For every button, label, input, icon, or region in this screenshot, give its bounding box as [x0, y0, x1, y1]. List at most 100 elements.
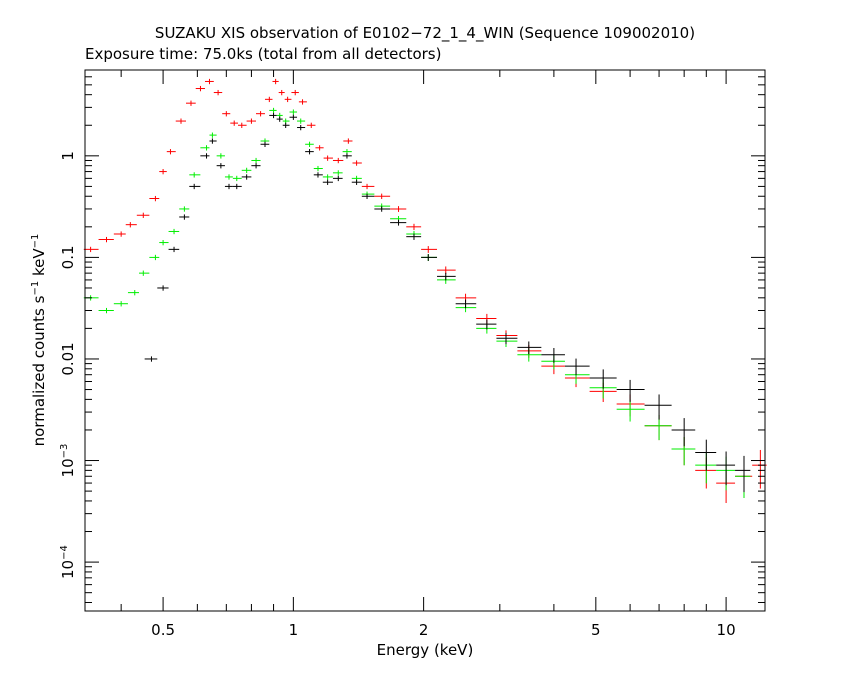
- data-point: [200, 145, 210, 151]
- data-point: [113, 301, 128, 307]
- data-point: [276, 116, 283, 122]
- data-point: [305, 149, 314, 155]
- series-0: [83, 78, 767, 504]
- data-point: [185, 100, 196, 106]
- data-point: [149, 254, 160, 261]
- data-point: [213, 89, 223, 96]
- data-point: [496, 333, 518, 345]
- data-point: [297, 118, 306, 124]
- data-point: [209, 132, 217, 138]
- data-point: [195, 85, 205, 92]
- data-point: [241, 167, 252, 174]
- data-point: [260, 141, 270, 147]
- data-point: [179, 214, 190, 220]
- data-point: [246, 118, 257, 124]
- data-point: [291, 89, 299, 96]
- data-point: [313, 172, 323, 178]
- data-point: [541, 347, 565, 363]
- data-point: [168, 228, 180, 235]
- data-point: [476, 319, 497, 330]
- data-point: [361, 193, 375, 199]
- data-point: [136, 212, 150, 218]
- x-tick-label: 1: [289, 621, 299, 639]
- data-point: [284, 96, 292, 103]
- data-point: [406, 223, 422, 231]
- data-point: [127, 290, 140, 296]
- data-point: [342, 153, 352, 159]
- data-point: [735, 461, 751, 498]
- data-point: [406, 233, 422, 240]
- data-point: [98, 236, 114, 243]
- chart-title: SUZAKU XIS observation of E0102−72_1_4_W…: [155, 24, 695, 43]
- data-point: [644, 394, 672, 420]
- data-point: [189, 183, 201, 190]
- data-point: [224, 183, 233, 190]
- data-point: [159, 168, 167, 175]
- data-point: [222, 111, 231, 117]
- y-axis-label-sup2: −1: [30, 234, 41, 249]
- data-point: [251, 163, 261, 169]
- data-point: [179, 206, 190, 212]
- data-point: [323, 155, 333, 161]
- data-point: [332, 170, 343, 176]
- data-point: [476, 323, 497, 334]
- chart-subtitle: Exposure time: 75.0ks (total from all de…: [85, 45, 441, 63]
- data-point: [315, 145, 324, 151]
- data-point: [297, 124, 306, 131]
- data-point: [200, 153, 210, 159]
- y-tick-label: 0.1: [59, 245, 77, 269]
- data-point: [437, 266, 456, 275]
- data-point: [390, 206, 407, 212]
- data-point: [589, 369, 617, 389]
- data-point: [224, 174, 233, 180]
- x-axis-label: Energy (keV): [377, 641, 474, 659]
- data-point: [166, 149, 176, 155]
- data-point: [671, 418, 696, 447]
- x-tick-label: 10: [717, 621, 736, 639]
- data-point: [476, 313, 497, 324]
- y-tick-label: 0.01: [59, 342, 77, 375]
- data-point: [671, 437, 696, 466]
- data-series-layer: [83, 78, 767, 504]
- data-point: [313, 165, 323, 172]
- data-point: [98, 307, 114, 314]
- data-point: [216, 163, 225, 169]
- data-point: [437, 272, 456, 281]
- data-point: [159, 239, 169, 246]
- x-tick-label: 0.5: [151, 621, 175, 639]
- data-point: [374, 206, 391, 212]
- data-point: [175, 118, 186, 124]
- data-point: [237, 122, 247, 128]
- y-axis-label-main: normalized counts s: [30, 295, 48, 446]
- data-point: [352, 160, 362, 166]
- data-point: [305, 141, 314, 147]
- data-point: [113, 231, 126, 237]
- data-point: [616, 379, 645, 402]
- data-point: [616, 399, 645, 422]
- data-point: [496, 335, 518, 347]
- data-point: [496, 330, 518, 342]
- data-point: [278, 89, 285, 96]
- data-point: [716, 451, 736, 486]
- data-point: [306, 122, 316, 128]
- data-point: [361, 183, 375, 190]
- data-point: [232, 183, 242, 190]
- data-point: [455, 299, 477, 309]
- data-point: [564, 370, 590, 388]
- data-point: [204, 78, 214, 85]
- plot-frame: [84, 69, 766, 612]
- data-point: [269, 112, 277, 119]
- series-2: [144, 112, 751, 493]
- data-point: [695, 439, 717, 471]
- data-point: [157, 285, 169, 291]
- data-point: [144, 356, 158, 362]
- y-axis-label-mid: keV: [30, 248, 48, 281]
- data-point: [251, 157, 261, 164]
- data-point: [644, 414, 672, 441]
- data-point: [695, 452, 717, 484]
- data-point: [125, 222, 137, 228]
- data-point: [232, 175, 242, 182]
- y-tick-label: 10−3: [59, 444, 77, 478]
- data-point: [735, 455, 751, 493]
